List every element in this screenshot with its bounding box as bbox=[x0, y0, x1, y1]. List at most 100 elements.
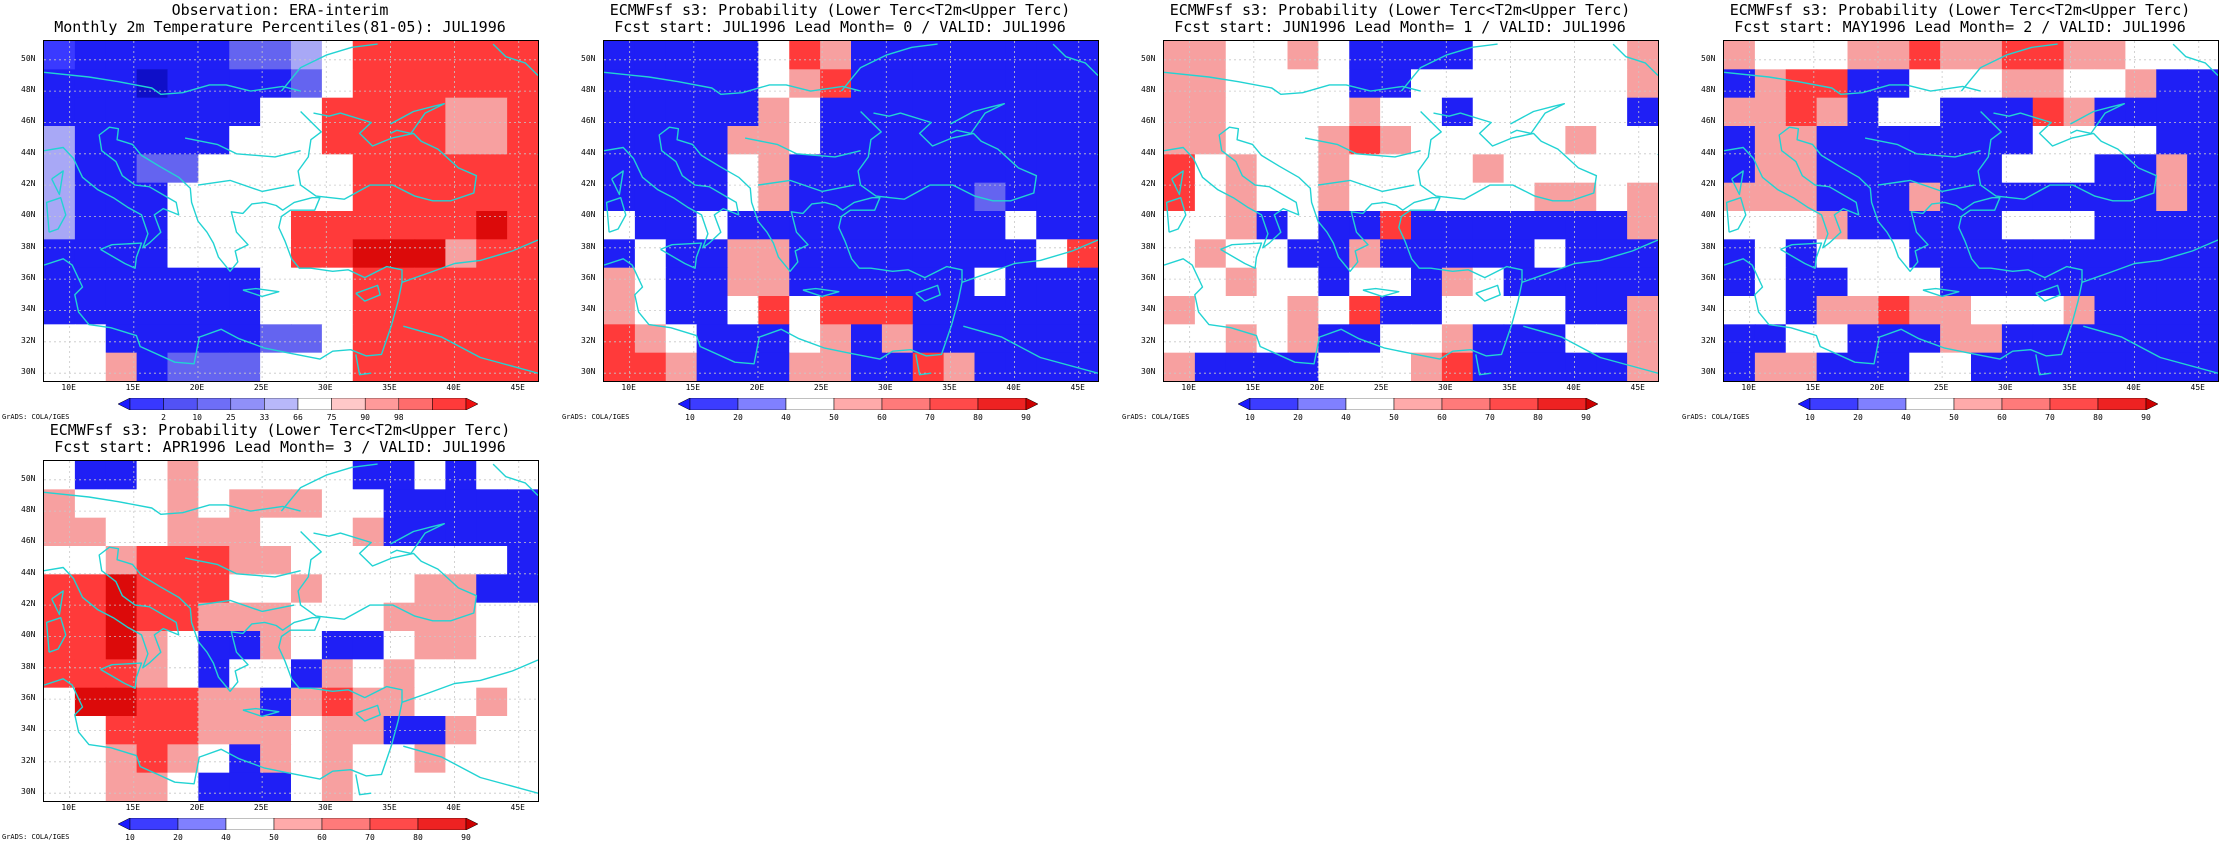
grid-cell bbox=[229, 744, 261, 774]
colorbar-swatch bbox=[465, 398, 478, 410]
grid-cell bbox=[2156, 69, 2188, 99]
coastline bbox=[45, 616, 67, 653]
grid-cell bbox=[167, 267, 199, 297]
grid-cell bbox=[445, 461, 477, 490]
grid-cell bbox=[1411, 324, 1443, 354]
grid-cell bbox=[1164, 352, 1196, 381]
grid-cell bbox=[352, 154, 385, 184]
grid-cell bbox=[1441, 239, 1474, 269]
grid-cell bbox=[229, 546, 261, 575]
grid-cell bbox=[1534, 41, 1566, 70]
grid-cell bbox=[1067, 267, 1098, 297]
grid-cell bbox=[696, 296, 729, 325]
grid-cell bbox=[2094, 69, 2126, 99]
grid-cell bbox=[507, 546, 538, 575]
grid-cell bbox=[105, 574, 138, 604]
grid-cell bbox=[1816, 239, 1849, 269]
grid-cell bbox=[445, 97, 477, 127]
lon-tick-label: 35E bbox=[1502, 383, 1517, 392]
grid-cell bbox=[1349, 69, 1381, 99]
grid-cell bbox=[1940, 211, 1972, 240]
grid-cell bbox=[665, 154, 698, 184]
colorbar-swatch bbox=[369, 818, 419, 830]
grid-cell bbox=[229, 517, 261, 547]
grid-cell bbox=[321, 744, 354, 774]
grid-cell bbox=[758, 211, 790, 240]
colorbar-tick-label: 80 bbox=[2093, 413, 2103, 422]
lat-tick-label: 42N bbox=[21, 179, 36, 189]
grid-cell bbox=[1909, 239, 1941, 269]
grid-cell bbox=[352, 126, 385, 155]
grid-cell bbox=[1596, 182, 1628, 212]
grid-cell bbox=[167, 97, 199, 127]
lon-tick-label: 20E bbox=[1869, 383, 1885, 392]
grid-cell bbox=[414, 546, 446, 575]
grid-cell bbox=[1847, 239, 1879, 269]
grid-cell bbox=[1318, 41, 1350, 70]
grid-cell bbox=[105, 267, 138, 297]
lon-tick-label: 40E bbox=[1566, 383, 1581, 392]
grid-cell bbox=[105, 41, 138, 70]
grid-cell bbox=[1441, 69, 1474, 99]
grid-cell bbox=[445, 772, 477, 801]
grid-cell bbox=[1565, 126, 1597, 155]
grid-cell bbox=[136, 41, 169, 70]
coastline bbox=[1052, 43, 1098, 76]
lon-tick-label: 40E bbox=[446, 803, 461, 812]
grid-cell bbox=[1194, 154, 1227, 184]
lat-tick-label: 48N bbox=[21, 505, 36, 515]
grid-cell bbox=[167, 517, 199, 547]
grid-cell bbox=[1816, 97, 1849, 127]
grid-cell bbox=[383, 744, 416, 774]
grid-cell bbox=[604, 324, 636, 354]
grid-cell bbox=[1318, 97, 1350, 127]
colorbar-swatch bbox=[1809, 398, 1859, 410]
lat-tick-label: 40N bbox=[1701, 210, 1716, 220]
grid-cell bbox=[2156, 97, 2188, 127]
grid-cell bbox=[1878, 126, 1910, 155]
grid-cell bbox=[321, 546, 354, 575]
grid-cell bbox=[1349, 239, 1381, 269]
lat-tick-label: 30N bbox=[1701, 367, 1716, 377]
map-panel-lead1: ECMWFsf s3: Probability (Lower Terc<T2m<… bbox=[1120, 0, 1680, 422]
grid-cell bbox=[260, 659, 292, 689]
grid-cell bbox=[105, 352, 138, 381]
grid-cell bbox=[1816, 267, 1849, 297]
lat-tick-label: 46N bbox=[21, 116, 36, 126]
grid-cell bbox=[1411, 267, 1443, 297]
grid-cell bbox=[1256, 126, 1289, 155]
coastline bbox=[280, 463, 378, 512]
coastline bbox=[1780, 242, 1823, 269]
grid-cell bbox=[321, 631, 354, 660]
grid-cell bbox=[476, 602, 508, 632]
grid-cell bbox=[167, 687, 199, 717]
grid-cell bbox=[1971, 97, 2003, 127]
grid-cell bbox=[2187, 97, 2218, 127]
grid-cell bbox=[1724, 352, 1756, 381]
colorbar-swatch bbox=[331, 398, 366, 410]
grid-cell bbox=[260, 324, 292, 354]
coastline bbox=[184, 557, 301, 578]
grid-cell bbox=[229, 352, 261, 381]
grid-cell bbox=[167, 352, 199, 381]
grid-cell bbox=[1627, 126, 1658, 155]
grid-cell bbox=[476, 126, 508, 155]
coastline bbox=[280, 43, 378, 92]
grid-cell bbox=[229, 772, 261, 801]
grid-cell bbox=[1067, 126, 1098, 155]
grid-cell bbox=[1534, 154, 1566, 184]
colorbar-tick-label: 70 bbox=[1485, 413, 1495, 422]
grid-cell bbox=[1754, 97, 1787, 127]
grid-cell bbox=[383, 352, 416, 381]
grid-cell bbox=[2063, 239, 2096, 269]
grid-cell bbox=[1971, 324, 2003, 354]
grid-cell bbox=[820, 182, 852, 212]
grid-cell bbox=[229, 461, 261, 490]
grid-cell bbox=[352, 631, 385, 660]
lat-tick-label: 32N bbox=[21, 755, 36, 765]
lon-tick-label: 30E bbox=[1998, 383, 2013, 392]
grid-cell bbox=[1036, 126, 1068, 155]
grid-cell bbox=[105, 602, 138, 632]
coastline bbox=[355, 774, 372, 796]
coastline bbox=[44, 491, 301, 515]
